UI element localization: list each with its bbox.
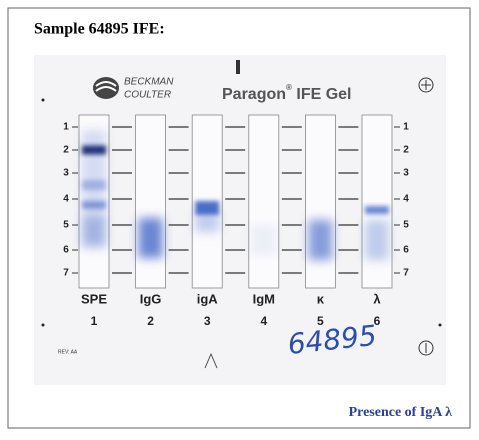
lane (304, 114, 336, 289)
logo-swoosh (95, 81, 117, 92)
lanes: SPE 1 IgG 2 igA 3 IgM 4 κ 5 λ 6 1 1 2 2 3 3 4 4 5 5 6 6 7 7 (41, 98, 442, 328)
row-number: 7 (403, 268, 409, 279)
row-number: 2 (63, 145, 69, 156)
brand: BECKMAN (124, 77, 174, 88)
dot (438, 323, 442, 327)
row-number: 7 (63, 268, 69, 279)
title: Sample 64895 IFE: (34, 21, 165, 38)
band (251, 225, 276, 255)
lane (135, 114, 167, 289)
lane-number: 2 (147, 314, 154, 328)
band (82, 217, 106, 247)
lane-number: 5 (317, 314, 324, 328)
band (365, 206, 389, 214)
lane-label: λ (373, 291, 381, 306)
marker (204, 352, 218, 369)
lane-number: 4 (260, 314, 267, 328)
lane (248, 114, 280, 289)
lane-number: 6 (374, 314, 381, 328)
product: Paragon® IFE Gel (222, 83, 352, 103)
band (195, 212, 220, 232)
brand: COULTER (124, 90, 171, 101)
dot (41, 98, 45, 102)
lane-label: IgM (253, 291, 275, 306)
minus-icon (418, 340, 434, 356)
row-number: 4 (63, 194, 69, 205)
lane-label: SPE (81, 291, 107, 306)
band (138, 218, 163, 258)
plus-icon (418, 77, 434, 93)
lane-label: IgG (140, 291, 162, 306)
row-number: 3 (63, 168, 69, 179)
row-number: 1 (403, 122, 409, 133)
lane-number: 3 (204, 314, 211, 328)
row-number: 4 (403, 194, 409, 205)
row-number: 6 (403, 245, 409, 256)
plus-icon (421, 80, 431, 90)
lane-number: 1 (91, 314, 98, 328)
row-number: 1 (63, 122, 69, 133)
lane (361, 114, 393, 289)
band (195, 201, 220, 215)
caption: Presence of IgA λ (349, 405, 453, 420)
lane-label: κ (317, 291, 325, 306)
row-number: 3 (403, 168, 409, 179)
row-number: 5 (63, 220, 69, 231)
notch (236, 60, 240, 74)
dot (41, 323, 45, 327)
band (82, 130, 106, 220)
row-number: 6 (63, 245, 69, 256)
row-number: 5 (403, 220, 409, 231)
band (308, 220, 333, 260)
row-number: 2 (403, 145, 409, 156)
lane-label: igA (197, 291, 219, 306)
revision: REV: AA (58, 349, 78, 355)
band (365, 220, 389, 260)
